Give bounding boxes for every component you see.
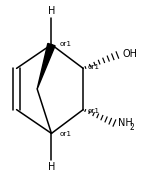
- Text: or1: or1: [59, 131, 71, 137]
- Text: or1: or1: [59, 41, 71, 47]
- Text: H: H: [48, 6, 55, 16]
- Polygon shape: [37, 43, 55, 89]
- Text: or1: or1: [88, 64, 100, 70]
- Text: or1: or1: [88, 108, 100, 114]
- Text: H: H: [48, 162, 55, 172]
- Text: 2: 2: [130, 123, 135, 132]
- Text: NH: NH: [118, 118, 133, 128]
- Text: OH: OH: [122, 49, 137, 59]
